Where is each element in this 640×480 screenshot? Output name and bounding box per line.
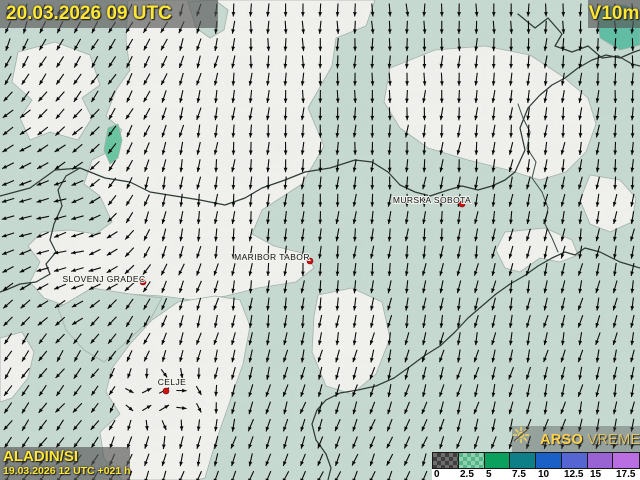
legend-swatch: [458, 453, 485, 468]
legend-swatch: [536, 453, 562, 468]
legend-value-label: 17.5: [616, 469, 636, 480]
city-label: MARIBOR TABOR: [234, 252, 310, 262]
sun-icon: [513, 427, 529, 443]
field-name-label: V10m: [588, 3, 640, 24]
wind-speed-legend: 0 2.5 5 7.5 10 12.5 15 17.5: [432, 452, 640, 480]
brand-text: ARSO VREME: [540, 432, 640, 448]
legend-swatch: [613, 453, 639, 468]
city-dot: [162, 387, 170, 395]
city-marker: CELJE: [157, 376, 187, 395]
city-marker: MURSKA SOBOTA: [392, 194, 472, 208]
city-markers: MURSKA SOBOTA MARIBOR TABOR SLOVENJ GRADEC…: [61, 194, 472, 395]
brand-vreme-label: VREME: [587, 431, 640, 448]
city-dot: [458, 200, 466, 208]
legend-swatch: [433, 453, 459, 468]
brand-arso-label: ARSO: [540, 431, 584, 448]
legend-swatch: [561, 453, 588, 468]
valid-time-label: 20.03.2026 09 UTC: [6, 3, 172, 24]
model-info-bar: ALADIN/SI 19.03.2026 12 UTC +021 h: [0, 447, 131, 480]
brand-bar: ARSO VREME: [512, 426, 640, 453]
city-dot: [139, 278, 147, 286]
legend-value-label: 5: [486, 469, 492, 480]
model-name-label: ALADIN/SI: [3, 448, 78, 465]
country-borders: [0, 13, 640, 480]
legend-swatch: [587, 453, 614, 468]
legend-color-bar: [432, 452, 640, 469]
city-label: CELJE: [158, 377, 186, 387]
city-label: SLOVENJ GRADEC: [62, 274, 145, 284]
legend-value-label: 7.5: [512, 469, 526, 480]
valid-time-bar: 20.03.2026 09 UTC: [0, 0, 218, 28]
city-label: MURSKA SOBOTA: [393, 195, 471, 205]
legend-value-label: 0: [434, 469, 440, 480]
legend-swatch: [510, 453, 536, 468]
legend-value-label: 12.5: [564, 469, 584, 480]
legend-value-label: 15: [590, 469, 602, 480]
model-run-label: 19.03.2026 12 UTC +021 h: [3, 465, 131, 477]
city-marker: MARIBOR TABOR: [233, 251, 314, 265]
city-marker: SLOVENJ GRADEC: [61, 273, 147, 286]
field-name-bar: V10m: [588, 0, 640, 28]
city-dot: [306, 257, 314, 265]
legend-value-label: 10: [538, 469, 550, 480]
legend-swatch: [484, 453, 511, 468]
legend-value-label: 2.5: [460, 469, 474, 480]
legend-value-labels: 0 2.5 5 7.5 10 12.5 15 17.5: [432, 469, 640, 480]
